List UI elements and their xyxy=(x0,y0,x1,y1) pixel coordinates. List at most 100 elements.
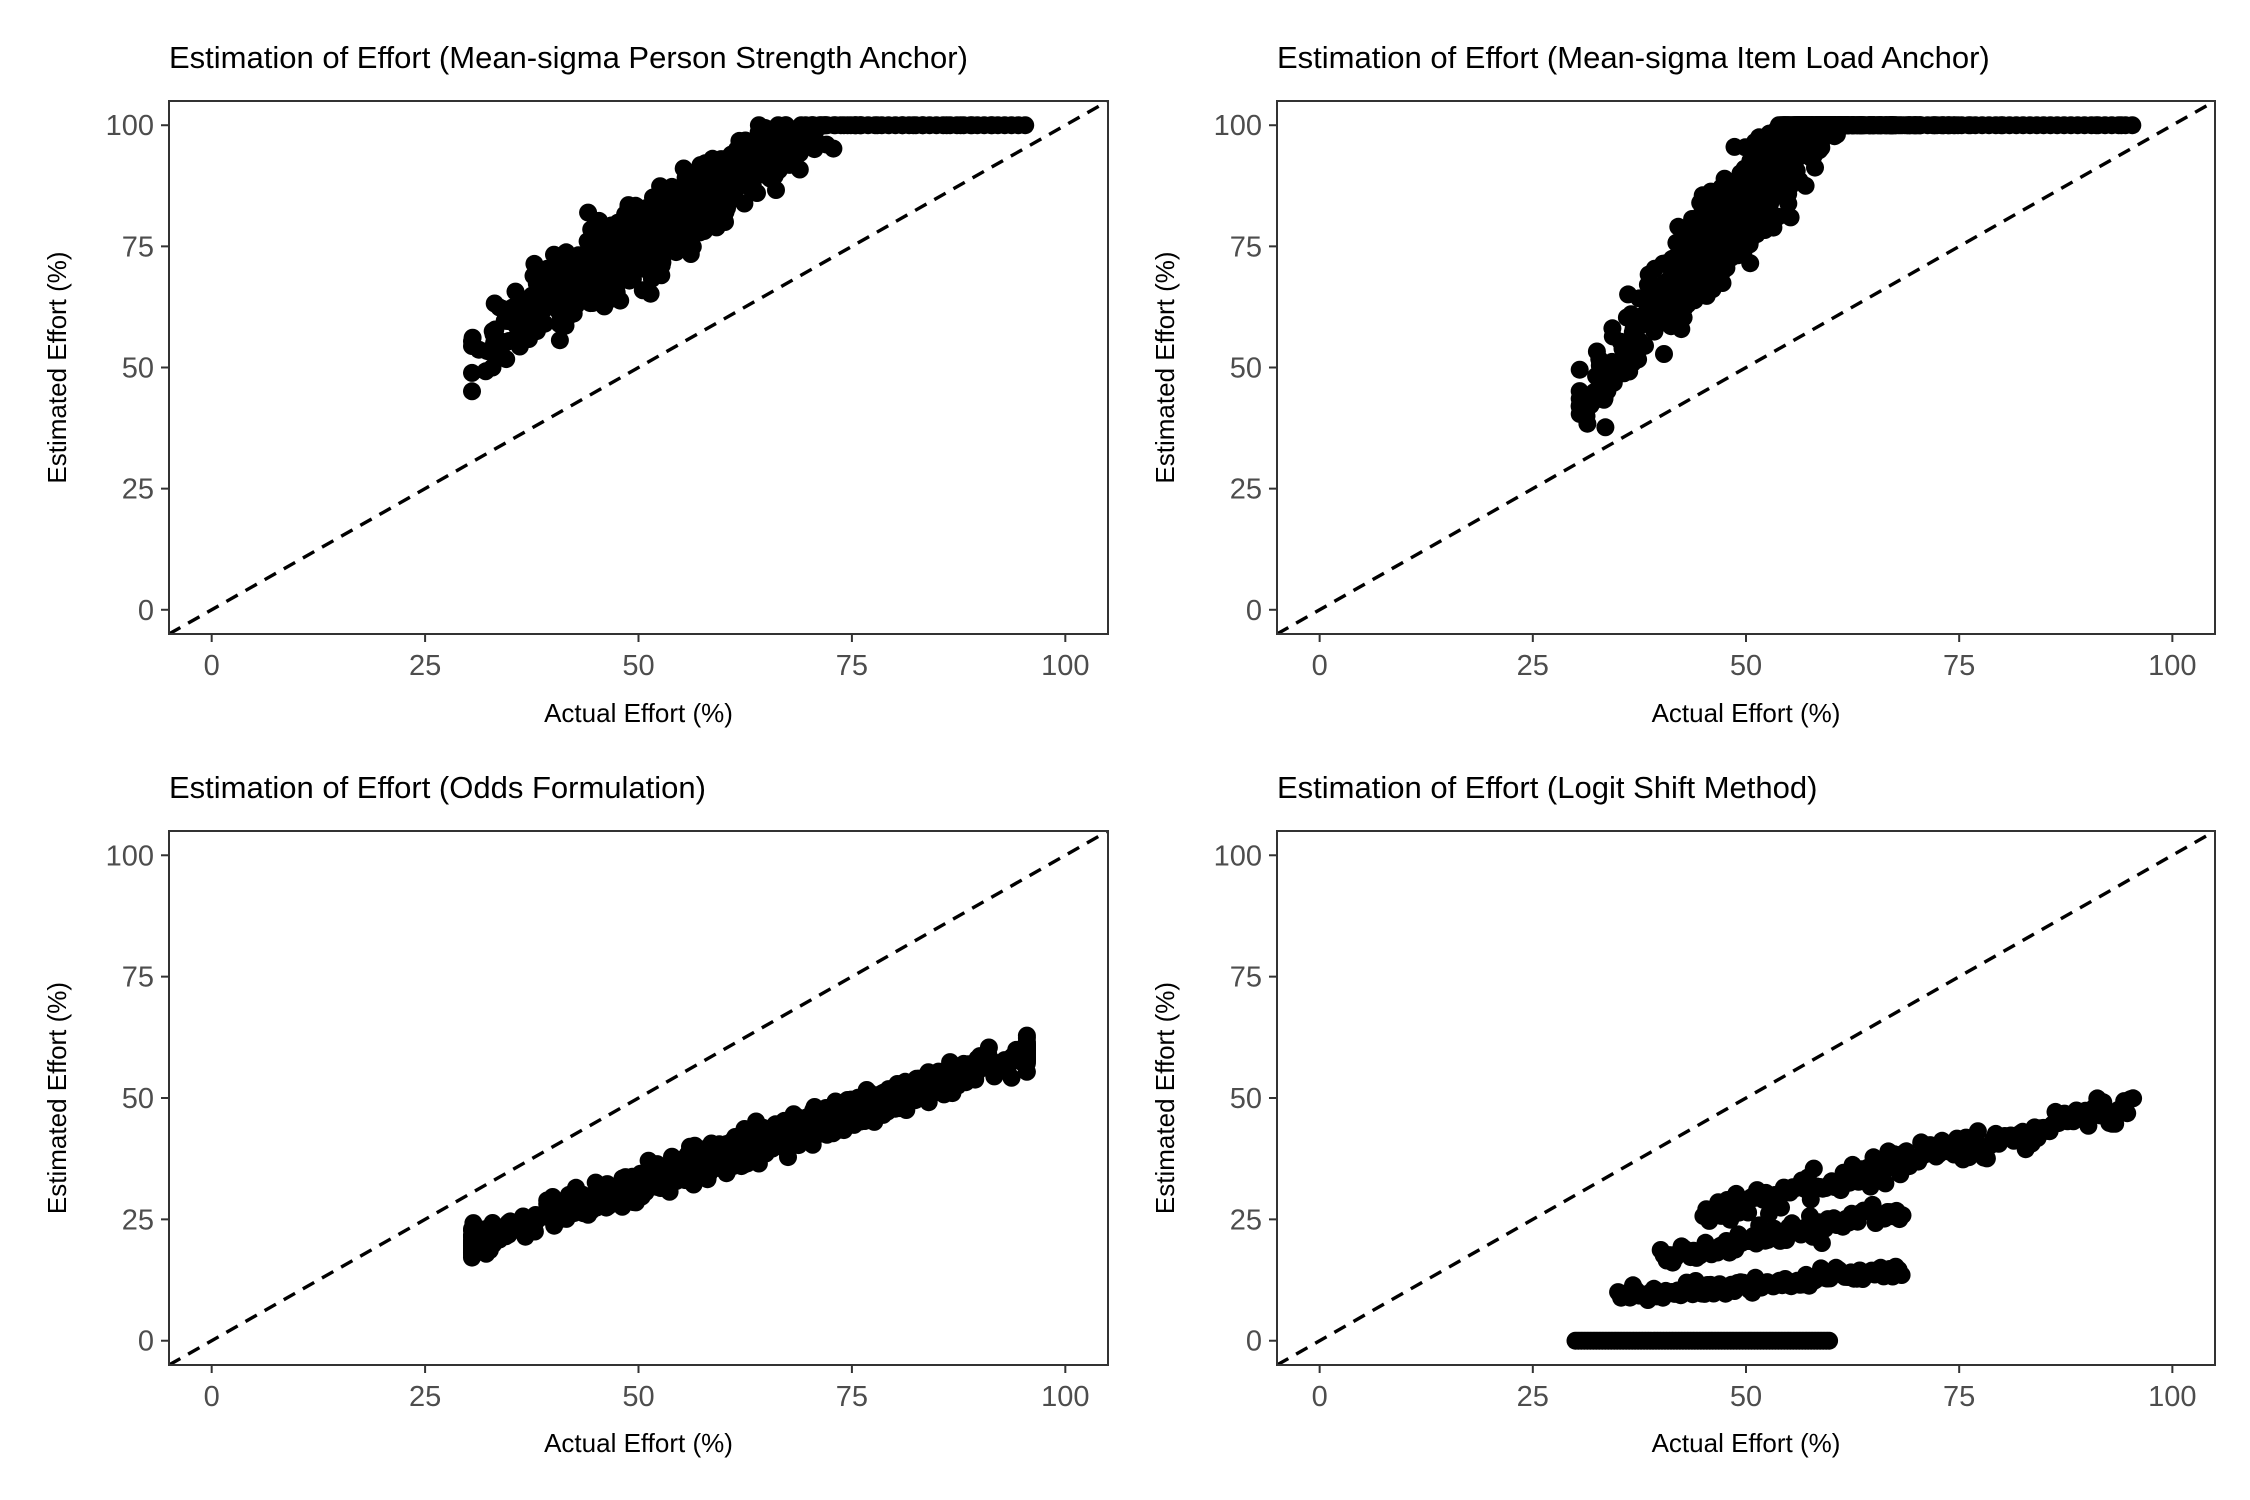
data-point xyxy=(1820,1331,1839,1350)
y-tick-label: 100 xyxy=(1214,110,1262,142)
data-point xyxy=(483,358,502,377)
reference-line xyxy=(1277,101,2215,634)
reference-line xyxy=(1277,831,2215,1365)
x-axis-title: Actual Effort (%) xyxy=(1652,698,1841,728)
data-point xyxy=(729,159,748,178)
x-axis-title: Actual Effort (%) xyxy=(544,698,733,728)
data-point xyxy=(817,135,836,154)
y-tick-label: 0 xyxy=(1246,595,1262,627)
data-point xyxy=(463,1248,481,1267)
x-tick-label: 75 xyxy=(836,650,868,682)
data-point xyxy=(708,187,727,206)
y-tick-label: 0 xyxy=(138,595,154,627)
data-point xyxy=(1659,310,1678,329)
data-point xyxy=(558,308,577,327)
data-point xyxy=(1632,313,1651,332)
data-point xyxy=(647,251,666,270)
data-point xyxy=(743,1133,761,1152)
data-point xyxy=(1714,206,1732,224)
data-point xyxy=(961,1067,980,1086)
y-tick-label: 0 xyxy=(138,1326,154,1358)
x-tick-label: 25 xyxy=(1517,1381,1549,1413)
data-point xyxy=(688,220,707,239)
data-point xyxy=(1002,1068,1021,1087)
scatter-points xyxy=(1570,116,2142,437)
x-tick-label: 100 xyxy=(1041,650,1089,682)
y-tick-label: 75 xyxy=(1230,962,1262,994)
data-point xyxy=(506,282,525,301)
data-point xyxy=(1655,345,1673,363)
y-tick-label: 100 xyxy=(106,110,154,142)
data-point xyxy=(1603,319,1622,338)
data-point xyxy=(1892,1266,1911,1284)
data-point xyxy=(1782,148,1801,167)
y-tick-label: 0 xyxy=(1246,1326,1262,1358)
data-point xyxy=(777,1132,796,1151)
scatter-points xyxy=(463,1026,1036,1267)
data-point xyxy=(1016,116,1035,135)
data-point xyxy=(784,128,802,147)
y-axis-title: Estimated Effort (%) xyxy=(1150,982,1180,1214)
data-point xyxy=(1697,286,1716,305)
x-tick-label: 100 xyxy=(2148,1381,2196,1413)
data-point xyxy=(790,144,809,163)
data-point xyxy=(1893,1206,1912,1225)
data-point xyxy=(1596,418,1615,437)
data-point xyxy=(1736,138,1755,157)
data-point xyxy=(1754,132,1773,151)
data-point xyxy=(491,332,510,350)
chart-title: Estimation of Effort (Mean-sigma Item Lo… xyxy=(1277,40,1990,75)
y-tick-label: 50 xyxy=(1230,353,1262,385)
data-point xyxy=(1748,195,1767,214)
data-point xyxy=(1584,392,1603,411)
data-point xyxy=(1638,275,1657,294)
data-point xyxy=(886,1099,905,1118)
y-tick-label: 25 xyxy=(122,1204,154,1236)
data-point xyxy=(477,1244,496,1263)
data-point xyxy=(2118,1104,2137,1123)
x-tick-label: 75 xyxy=(1943,650,1975,682)
data-point xyxy=(538,281,557,300)
data-point xyxy=(517,302,536,321)
data-point xyxy=(1812,1234,1831,1252)
data-point xyxy=(818,1099,837,1118)
y-tick-label: 25 xyxy=(1230,1204,1262,1236)
data-point xyxy=(1726,228,1745,247)
data-point xyxy=(644,188,662,207)
data-point xyxy=(592,274,611,293)
data-point xyxy=(592,1183,611,1202)
data-point xyxy=(579,1205,598,1224)
data-point xyxy=(1619,285,1638,304)
data-point xyxy=(1618,353,1637,371)
data-point xyxy=(1591,353,1610,372)
data-point xyxy=(1772,1198,1790,1217)
y-axis-title: Estimated Effort (%) xyxy=(42,982,72,1214)
data-point xyxy=(1577,407,1596,426)
data-point xyxy=(1741,175,1760,194)
data-point xyxy=(779,1148,797,1167)
data-point xyxy=(652,266,671,285)
data-point xyxy=(995,1051,1014,1070)
scatter-points xyxy=(1566,1089,2143,1350)
data-point xyxy=(1691,193,1710,212)
data-point xyxy=(726,189,745,208)
data-point xyxy=(900,1076,919,1095)
x-tick-label: 0 xyxy=(1312,1381,1328,1413)
data-point xyxy=(640,220,659,239)
data-point xyxy=(1960,1148,1978,1167)
y-tick-label: 75 xyxy=(122,231,154,263)
data-point xyxy=(586,248,604,267)
data-point xyxy=(545,245,563,264)
data-point xyxy=(1968,1122,1987,1141)
y-tick-label: 50 xyxy=(122,1083,154,1115)
y-tick-label: 100 xyxy=(1214,840,1262,872)
data-point xyxy=(2123,116,2142,135)
data-point xyxy=(524,266,543,285)
data-point xyxy=(1693,237,1712,256)
data-point xyxy=(1673,252,1691,271)
data-point xyxy=(620,227,639,246)
x-tick-label: 50 xyxy=(1730,1381,1762,1413)
data-point xyxy=(667,193,686,212)
data-point xyxy=(677,175,696,194)
